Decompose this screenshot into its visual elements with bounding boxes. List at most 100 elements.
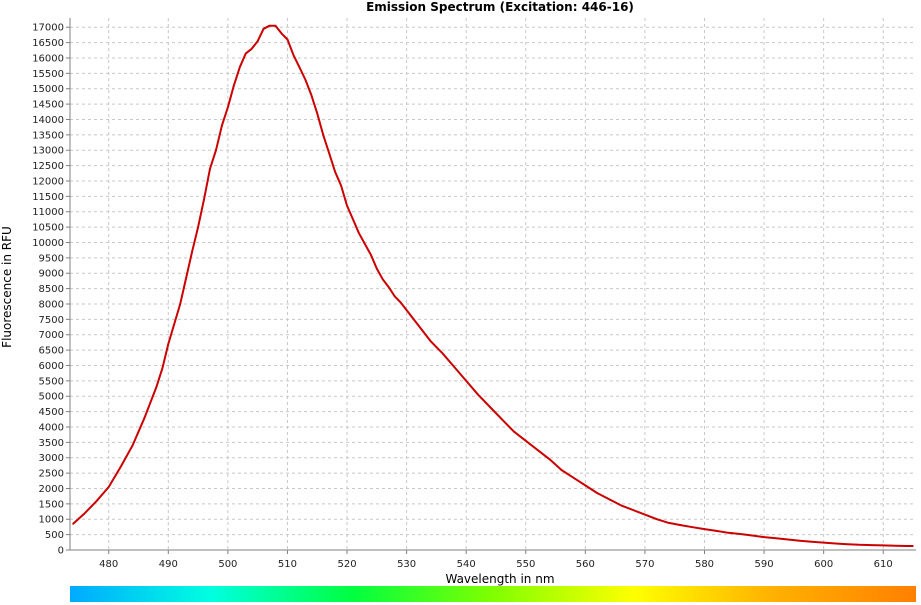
data-point bbox=[894, 544, 896, 547]
data-point bbox=[250, 48, 253, 50]
x-axis-label: Wavelength in nm bbox=[445, 572, 554, 586]
data-point bbox=[256, 40, 259, 42]
data-point bbox=[858, 544, 861, 546]
data-point bbox=[513, 430, 515, 433]
data-point bbox=[209, 167, 211, 170]
data-point bbox=[775, 537, 777, 540]
data-point bbox=[501, 418, 503, 421]
data-point bbox=[727, 532, 730, 534]
axes bbox=[69, 18, 916, 551]
data-point bbox=[405, 309, 408, 311]
y-tick-label: 1000 bbox=[39, 515, 64, 526]
data-point bbox=[376, 267, 378, 270]
data-point bbox=[644, 513, 646, 516]
data-point bbox=[274, 24, 277, 27]
y-tick-label: 6000 bbox=[39, 361, 64, 372]
y-tick-label: 13500 bbox=[32, 130, 64, 141]
y-tick-label: 9500 bbox=[39, 253, 64, 264]
x-tick-label: 550 bbox=[516, 559, 535, 570]
data-point bbox=[322, 134, 325, 136]
data-point bbox=[233, 84, 235, 87]
y-tick-label: 14000 bbox=[32, 115, 64, 126]
wavelength-spectrum-bar bbox=[70, 586, 916, 602]
y-tick-label: 15500 bbox=[32, 69, 64, 80]
y-tick-label: 12500 bbox=[32, 161, 64, 172]
data-point bbox=[810, 540, 813, 543]
data-point bbox=[751, 534, 753, 537]
data-point bbox=[870, 544, 873, 546]
y-tick-label: 7000 bbox=[39, 330, 64, 341]
data-point bbox=[620, 504, 622, 507]
data-point bbox=[632, 509, 634, 511]
data-point bbox=[834, 542, 837, 545]
data-point bbox=[739, 533, 741, 535]
data-point bbox=[364, 243, 366, 245]
chart-title: Emission Spectrum (Excitation: 446-16) bbox=[366, 0, 634, 14]
data-point bbox=[221, 124, 223, 127]
data-point bbox=[167, 343, 170, 345]
data-point bbox=[298, 66, 301, 68]
y-tick-label: 6500 bbox=[39, 346, 64, 357]
x-tick-label: 560 bbox=[576, 559, 595, 570]
y-tick-label: 16500 bbox=[32, 38, 64, 49]
data-point bbox=[703, 528, 706, 530]
y-tick-label: 7500 bbox=[39, 315, 64, 326]
y-tick-label: 15000 bbox=[32, 84, 64, 95]
data-point bbox=[262, 28, 265, 30]
data-point bbox=[280, 32, 283, 35]
data-point bbox=[143, 417, 146, 419]
y-axis-ticks: 0 500 1000 1500 2000 2500 3000 3500 4000 4500 5000… bbox=[32, 23, 70, 557]
data-point bbox=[596, 492, 599, 494]
series-layer bbox=[72, 24, 914, 547]
data-point bbox=[846, 543, 849, 545]
data-point bbox=[679, 524, 682, 526]
y-tick-label: 8500 bbox=[39, 284, 64, 295]
data-point bbox=[346, 204, 348, 207]
data-point bbox=[906, 545, 908, 547]
x-tick-label: 520 bbox=[337, 559, 356, 570]
data-point bbox=[525, 440, 527, 442]
data-point bbox=[387, 286, 390, 288]
y-tick-label: 11500 bbox=[32, 192, 64, 203]
x-tick-label: 590 bbox=[755, 559, 774, 570]
data-point bbox=[119, 466, 122, 468]
y-tick-label: 500 bbox=[45, 530, 64, 541]
data-point bbox=[197, 226, 199, 228]
data-point bbox=[393, 295, 396, 298]
y-tick-label: 17000 bbox=[32, 23, 64, 34]
data-point bbox=[882, 544, 884, 547]
x-tick-label: 580 bbox=[695, 559, 714, 570]
x-tick-label: 600 bbox=[814, 559, 833, 570]
data-point bbox=[691, 526, 694, 528]
data-point bbox=[822, 541, 825, 544]
y-tick-label: 5000 bbox=[39, 392, 64, 403]
data-point bbox=[536, 449, 539, 451]
y-tick-label: 2000 bbox=[39, 484, 64, 495]
data-point bbox=[316, 112, 319, 115]
data-point bbox=[84, 512, 86, 514]
data-point bbox=[358, 232, 360, 235]
data-point bbox=[245, 52, 247, 55]
data-point bbox=[912, 545, 914, 547]
data-point bbox=[334, 171, 336, 173]
y-tick-label: 5500 bbox=[39, 376, 64, 387]
y-tick-label: 4000 bbox=[39, 422, 64, 433]
data-point bbox=[268, 24, 271, 27]
data-point bbox=[328, 152, 331, 155]
data-point bbox=[155, 386, 158, 388]
data-point bbox=[96, 500, 98, 502]
data-point bbox=[161, 367, 164, 370]
y-tick-label: 0 bbox=[58, 546, 64, 557]
y-tick-label: 2500 bbox=[39, 469, 64, 480]
data-point bbox=[304, 78, 307, 81]
data-point bbox=[465, 380, 468, 382]
data-point bbox=[560, 469, 563, 471]
data-point bbox=[292, 54, 295, 56]
data-point bbox=[429, 340, 432, 342]
y-axis-label: Fluorescence in RFU bbox=[0, 226, 14, 348]
data-point bbox=[715, 530, 718, 532]
data-point bbox=[286, 38, 289, 41]
data-point bbox=[72, 523, 74, 525]
y-tick-label: 13000 bbox=[32, 146, 64, 157]
